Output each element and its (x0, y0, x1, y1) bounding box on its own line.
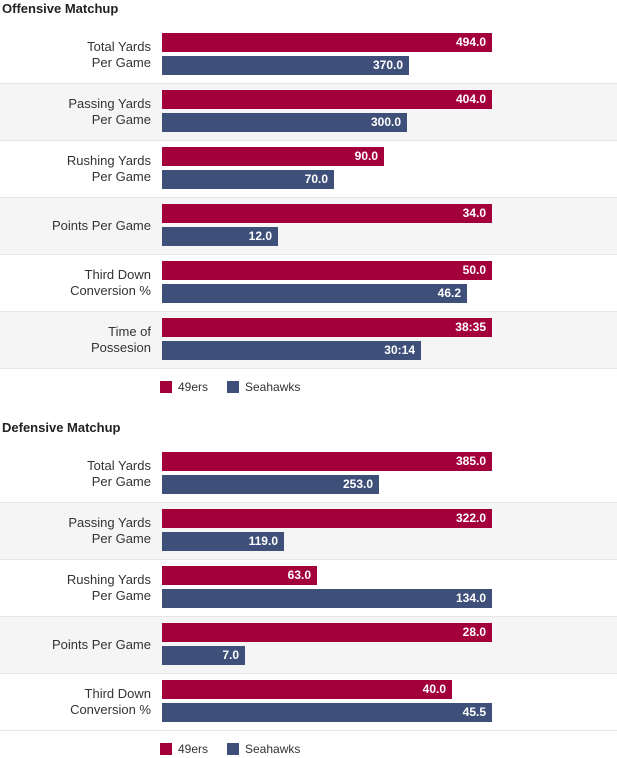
bar-49ers: 322.0 (162, 509, 492, 528)
chart-row: Rushing Yards Per Game 90.0 70.0 (0, 141, 617, 198)
row-label: Points Per Game (52, 218, 151, 233)
legend-swatch-49ers (160, 743, 172, 755)
bar-seahawks: 45.5 (162, 703, 492, 722)
bar-value-label: 12.0 (248, 229, 272, 243)
bar-49ers: 38:35 (162, 318, 492, 337)
bar-value-label: 90.0 (354, 149, 378, 163)
bar-value-label: 494.0 (455, 35, 486, 49)
chart-row: Third Down Conversion % 40.0 45.5 (0, 674, 617, 731)
bar-value-label: 28.0 (462, 625, 486, 639)
bar-seahawks: 370.0 (162, 56, 409, 75)
legend-swatch-49ers (160, 381, 172, 393)
bar-value-label: 385.0 (455, 454, 486, 468)
bar-value-label: 7.0 (222, 648, 239, 662)
row-label: Third Down Conversion % (70, 686, 151, 717)
legend-label-seahawks: Seahawks (245, 380, 301, 394)
row-label: Rushing Yards Per Game (66, 153, 151, 184)
bar-value-label: 253.0 (342, 477, 373, 491)
chart-row: Passing Yards Per Game 322.0 119.0 (0, 503, 617, 560)
chart-row: Rushing Yards Per Game 63.0 134.0 (0, 560, 617, 617)
bar-value-label: 63.0 (287, 568, 311, 582)
offensive-matchup-title: Offensive Matchup (2, 1, 119, 16)
bar-49ers: 28.0 (162, 623, 492, 642)
bar-49ers: 50.0 (162, 261, 492, 280)
row-label: Rushing Yards Per Game (66, 572, 151, 603)
row-label: Total Yards Per Game (87, 39, 151, 70)
legend-label-seahawks: Seahawks (245, 742, 301, 756)
bar-seahawks: 134.0 (162, 589, 492, 608)
row-label: Third Down Conversion % (70, 267, 151, 298)
bar-49ers: 34.0 (162, 204, 492, 223)
bar-49ers: 494.0 (162, 33, 492, 52)
bar-value-label: 45.5 (462, 705, 486, 719)
row-label: Passing Yards Per Game (68, 96, 151, 127)
row-label: Total Yards Per Game (87, 458, 151, 489)
bar-value-label: 300.0 (370, 115, 401, 129)
legend-label-49ers: 49ers (178, 742, 209, 756)
legend-item-49ers: 49ers (160, 742, 208, 756)
chart-row: Total Yards Per Game 385.0 253.0 (0, 446, 617, 503)
bar-value-label: 30:14 (384, 343, 415, 357)
bar-value-label: 134.0 (455, 591, 486, 605)
bar-seahawks: 70.0 (162, 170, 334, 189)
bar-seahawks: 30:14 (162, 341, 421, 360)
chart-row: Points Per Game 28.0 7.0 (0, 617, 617, 674)
bar-value-label: 370.0 (372, 58, 403, 72)
bar-value-label: 38:35 (455, 320, 486, 334)
bar-seahawks: 46.2 (162, 284, 467, 303)
legend-swatch-seahawks (227, 381, 239, 393)
bar-seahawks: 7.0 (162, 646, 245, 665)
bar-value-label: 119.0 (248, 534, 278, 548)
chart-row: Points Per Game 34.0 12.0 (0, 198, 617, 255)
bar-seahawks: 253.0 (162, 475, 379, 494)
legend-item-seahawks: Seahawks (227, 380, 300, 394)
row-label: Points Per Game (52, 637, 151, 652)
legend-swatch-seahawks (227, 743, 239, 755)
bar-value-label: 322.0 (455, 511, 486, 525)
bar-value-label: 40.0 (422, 682, 446, 696)
chart-row: Passing Yards Per Game 404.0 300.0 (0, 84, 617, 141)
bar-seahawks: 12.0 (162, 227, 278, 246)
bar-seahawks: 300.0 (162, 113, 407, 132)
legend-item-seahawks: Seahawks (227, 742, 300, 756)
bar-value-label: 50.0 (462, 263, 486, 277)
bar-value-label: 404.0 (455, 92, 486, 106)
chart-row: Total Yards Per Game 494.0 370.0 (0, 27, 617, 84)
legend-item-49ers: 49ers (160, 380, 208, 394)
row-label: Time of Possesion (91, 324, 151, 355)
bar-49ers: 40.0 (162, 680, 452, 699)
legend-label-49ers: 49ers (178, 380, 209, 394)
bar-49ers: 404.0 (162, 90, 492, 109)
row-label: Passing Yards Per Game (68, 515, 151, 546)
chart-row: Third Down Conversion % 50.0 46.2 (0, 255, 617, 312)
defensive-matchup-title: Defensive Matchup (2, 420, 121, 435)
bar-49ers: 63.0 (162, 566, 317, 585)
bar-value-label: 46.2 (437, 286, 461, 300)
bar-value-label: 70.0 (304, 172, 328, 186)
bar-49ers: 90.0 (162, 147, 384, 166)
bar-seahawks: 119.0 (162, 532, 284, 551)
chart-row: Time of Possesion 38:35 30:14 (0, 312, 617, 369)
bar-value-label: 34.0 (462, 206, 486, 220)
bar-49ers: 385.0 (162, 452, 492, 471)
